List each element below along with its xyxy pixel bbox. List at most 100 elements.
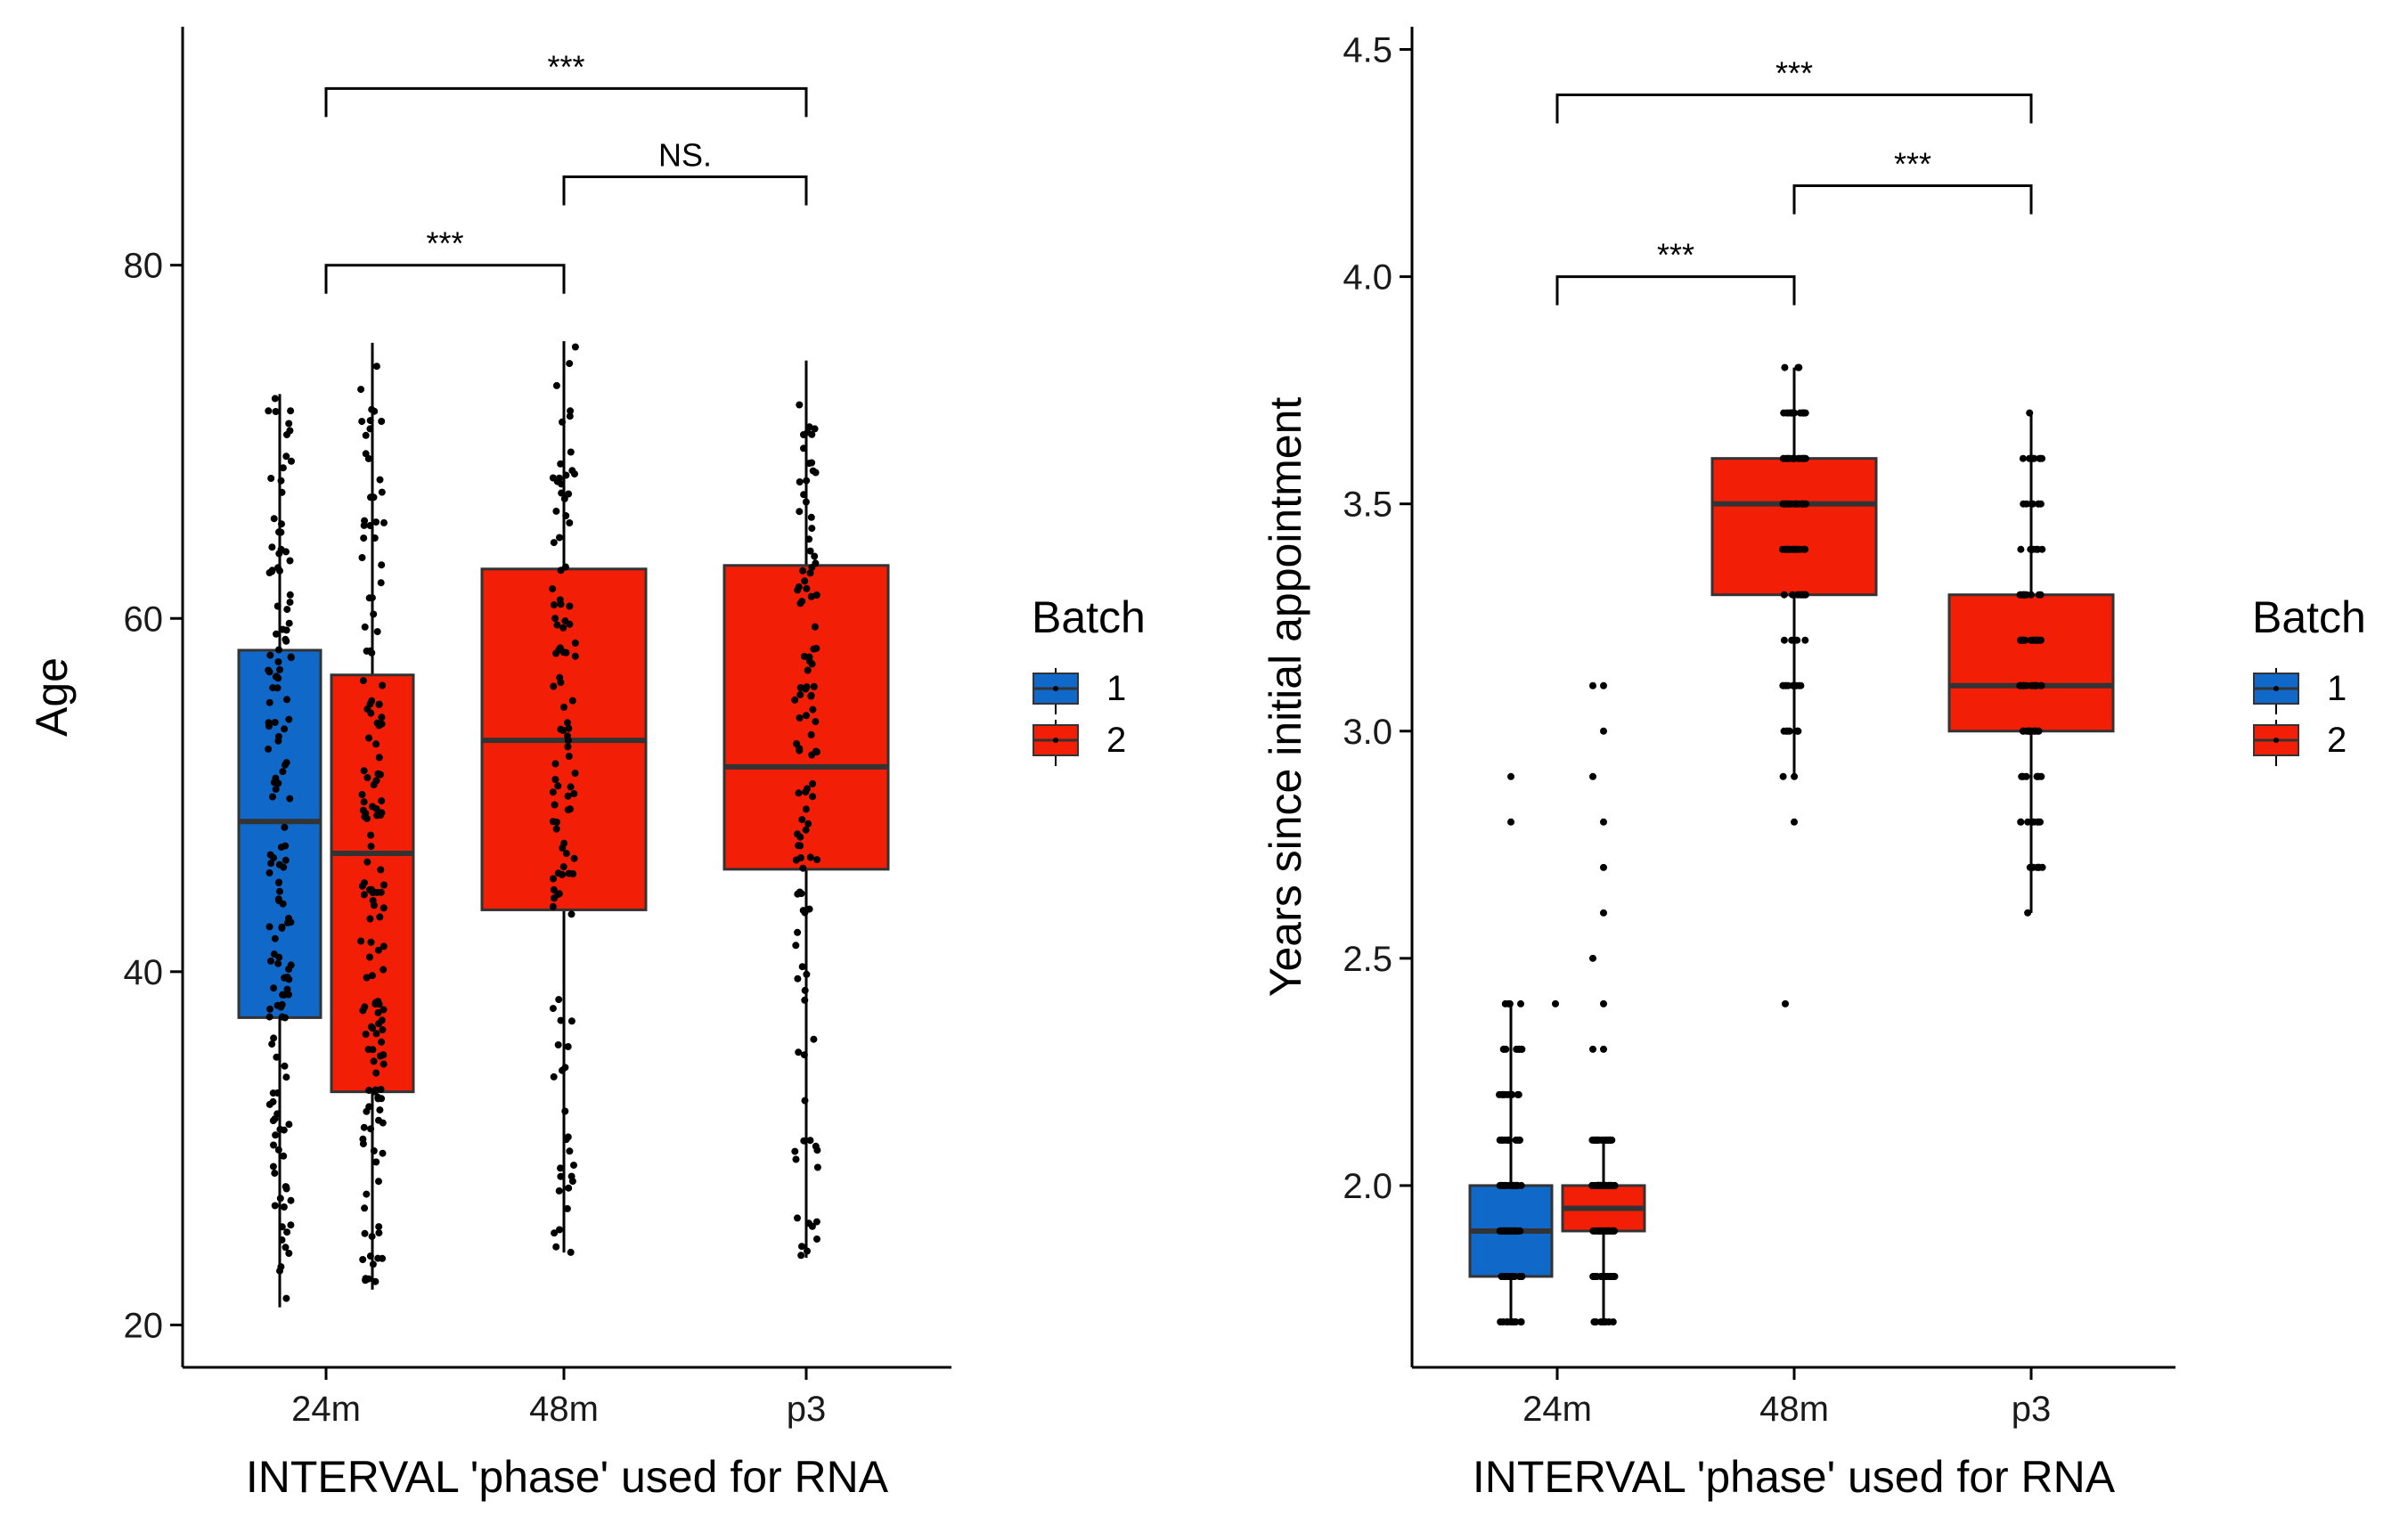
data-point xyxy=(380,966,388,974)
significance-label: *** xyxy=(547,48,584,85)
data-point xyxy=(1500,1090,1508,1098)
data-point xyxy=(813,856,821,864)
data-point xyxy=(551,776,559,783)
data-point xyxy=(794,586,802,594)
data-point xyxy=(274,959,282,967)
data-point xyxy=(278,924,286,932)
significance-label: *** xyxy=(1894,146,1931,183)
data-point xyxy=(279,464,287,472)
data-point xyxy=(796,746,804,754)
data-point xyxy=(273,1053,281,1061)
data-point xyxy=(1594,1181,1602,1189)
data-point xyxy=(796,833,804,841)
x-tick-label: 48m xyxy=(529,1390,599,1429)
data-point xyxy=(369,1024,377,1032)
data-point xyxy=(370,610,378,618)
y-axis-title: Years since initial appointment xyxy=(1261,397,1310,998)
box-p3-batch-2 xyxy=(1947,593,2115,733)
legend-label-1: 1 xyxy=(2327,669,2347,708)
data-point xyxy=(366,885,373,893)
data-point xyxy=(270,1034,278,1042)
data-point xyxy=(378,488,386,496)
data-point xyxy=(567,783,575,791)
data-point xyxy=(372,740,380,748)
data-point xyxy=(798,963,806,971)
data-point xyxy=(564,732,571,740)
data-point xyxy=(796,478,804,485)
data-point xyxy=(561,1107,569,1115)
data-point xyxy=(550,601,558,609)
data-point xyxy=(1793,636,1801,644)
data-point xyxy=(1792,681,1800,689)
data-point xyxy=(283,1228,291,1236)
data-point xyxy=(374,946,382,954)
data-point xyxy=(359,677,367,685)
data-point xyxy=(286,599,294,607)
data-point xyxy=(812,1218,820,1226)
data-point xyxy=(272,408,280,415)
data-point xyxy=(804,666,812,674)
data-point xyxy=(379,1119,387,1127)
significance-bracket xyxy=(1792,184,2033,215)
data-point xyxy=(372,1030,380,1038)
data-point xyxy=(552,381,560,389)
data-point xyxy=(282,453,290,461)
data-point xyxy=(287,1221,295,1229)
data-point xyxy=(377,1086,385,1093)
data-point xyxy=(376,1106,384,1114)
data-point xyxy=(376,476,384,484)
data-point xyxy=(812,747,820,755)
data-point xyxy=(362,1031,370,1038)
data-point xyxy=(372,363,380,371)
data-point xyxy=(811,552,819,560)
data-point xyxy=(1510,1273,1518,1280)
data-point xyxy=(285,991,292,999)
data-point xyxy=(803,584,811,592)
data-point xyxy=(1779,772,1787,780)
data-point xyxy=(1780,727,1788,735)
data-point xyxy=(275,646,282,654)
data-point xyxy=(367,938,375,946)
data-point xyxy=(568,1178,576,1186)
data-point xyxy=(380,518,388,526)
data-point xyxy=(798,1243,805,1251)
data-point xyxy=(804,820,812,828)
data-point xyxy=(1789,591,1796,599)
data-point xyxy=(796,690,804,698)
data-point xyxy=(552,819,560,826)
data-point xyxy=(806,853,814,861)
data-point xyxy=(358,554,366,561)
data-point xyxy=(1796,545,1804,553)
data-point xyxy=(1784,500,1792,508)
data-point xyxy=(366,953,373,961)
data-point xyxy=(549,1005,557,1013)
data-point xyxy=(367,831,375,839)
data-point xyxy=(271,1170,279,1178)
data-point xyxy=(794,928,802,936)
data-point xyxy=(277,844,285,852)
data-point xyxy=(287,961,295,969)
data-point xyxy=(2017,545,2025,553)
data-point xyxy=(559,418,566,426)
data-point xyxy=(792,942,800,950)
data-point xyxy=(1779,545,1786,553)
y-tick-label: 20 xyxy=(124,1306,164,1345)
data-point xyxy=(379,681,387,689)
data-point xyxy=(800,1137,808,1145)
data-point xyxy=(800,444,807,453)
data-point xyxy=(370,901,378,909)
data-point xyxy=(1600,1045,1607,1053)
data-point xyxy=(375,700,383,708)
legend-key-point xyxy=(2273,686,2279,691)
data-point xyxy=(374,1008,382,1016)
data-point xyxy=(372,518,380,526)
data-point xyxy=(569,869,577,877)
data-point xyxy=(1517,999,1524,1007)
data-point xyxy=(571,652,579,660)
data-point xyxy=(2020,500,2028,508)
x-axis-title: INTERVAL 'phase' used for RNA xyxy=(246,1452,889,1502)
y-tick-label: 2.5 xyxy=(1343,940,1392,979)
data-point xyxy=(566,519,574,526)
data-point xyxy=(1791,454,1799,462)
